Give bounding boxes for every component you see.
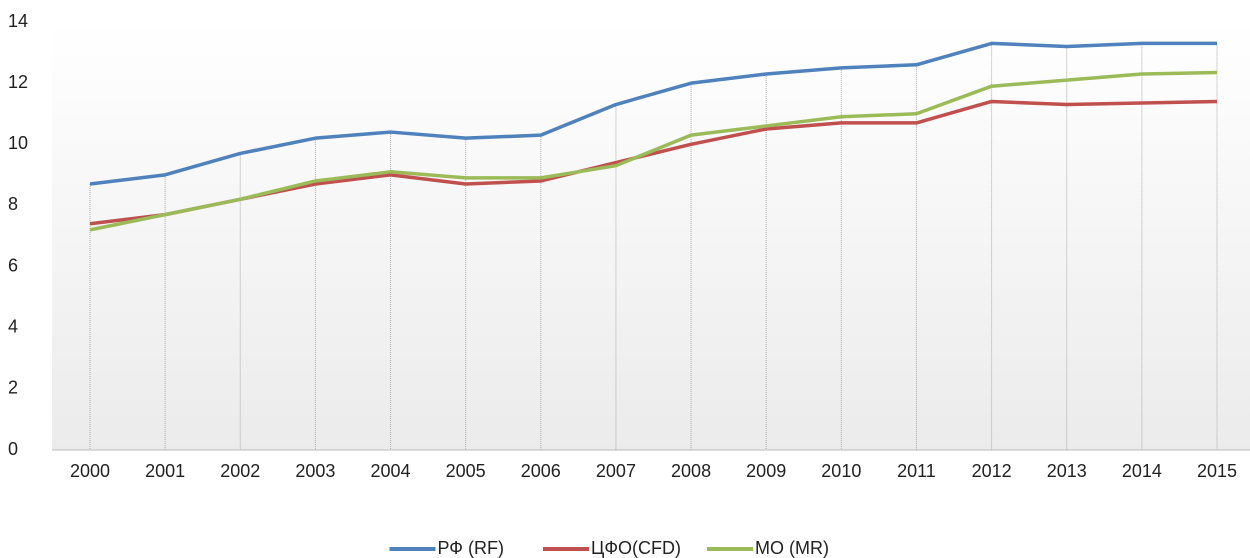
x-tick-label: 2002 bbox=[220, 461, 260, 481]
x-tick-label: 2009 bbox=[746, 461, 786, 481]
legend-label: ЦФО(CFD) bbox=[591, 538, 681, 558]
y-tick-label: 12 bbox=[8, 72, 28, 92]
y-tick-label: 8 bbox=[8, 194, 18, 214]
y-tick-label: 0 bbox=[8, 439, 18, 459]
y-tick-label: 6 bbox=[8, 255, 18, 275]
legend-label: МО (MR) bbox=[755, 538, 829, 558]
y-tick-label: 10 bbox=[8, 133, 28, 153]
plot-background bbox=[52, 22, 1250, 450]
x-tick-label: 2012 bbox=[972, 461, 1012, 481]
x-tick-label: 2000 bbox=[70, 461, 110, 481]
x-tick-label: 2008 bbox=[671, 461, 711, 481]
x-tick-label: 2014 bbox=[1122, 461, 1162, 481]
x-tick-label: 2011 bbox=[897, 461, 936, 481]
x-tick-label: 2001 bbox=[145, 461, 185, 481]
x-tick-label: 2015 bbox=[1197, 461, 1237, 481]
y-tick-label: 4 bbox=[8, 316, 18, 336]
x-tick-label: 2013 bbox=[1047, 461, 1087, 481]
y-tick-label: 14 bbox=[8, 11, 28, 31]
x-tick-label: 2010 bbox=[821, 461, 861, 481]
series-line bbox=[89, 41, 1217, 186]
x-tick-label: 2005 bbox=[446, 461, 486, 481]
y-tick-label: 2 bbox=[8, 378, 18, 398]
x-tick-label: 2007 bbox=[596, 461, 636, 481]
x-tick-label: 2006 bbox=[521, 461, 561, 481]
x-tick-label: 2003 bbox=[295, 461, 335, 481]
x-tick-label: 2004 bbox=[371, 461, 411, 481]
legend-label: РФ (RF) bbox=[438, 538, 504, 558]
series-line bbox=[89, 70, 1218, 232]
